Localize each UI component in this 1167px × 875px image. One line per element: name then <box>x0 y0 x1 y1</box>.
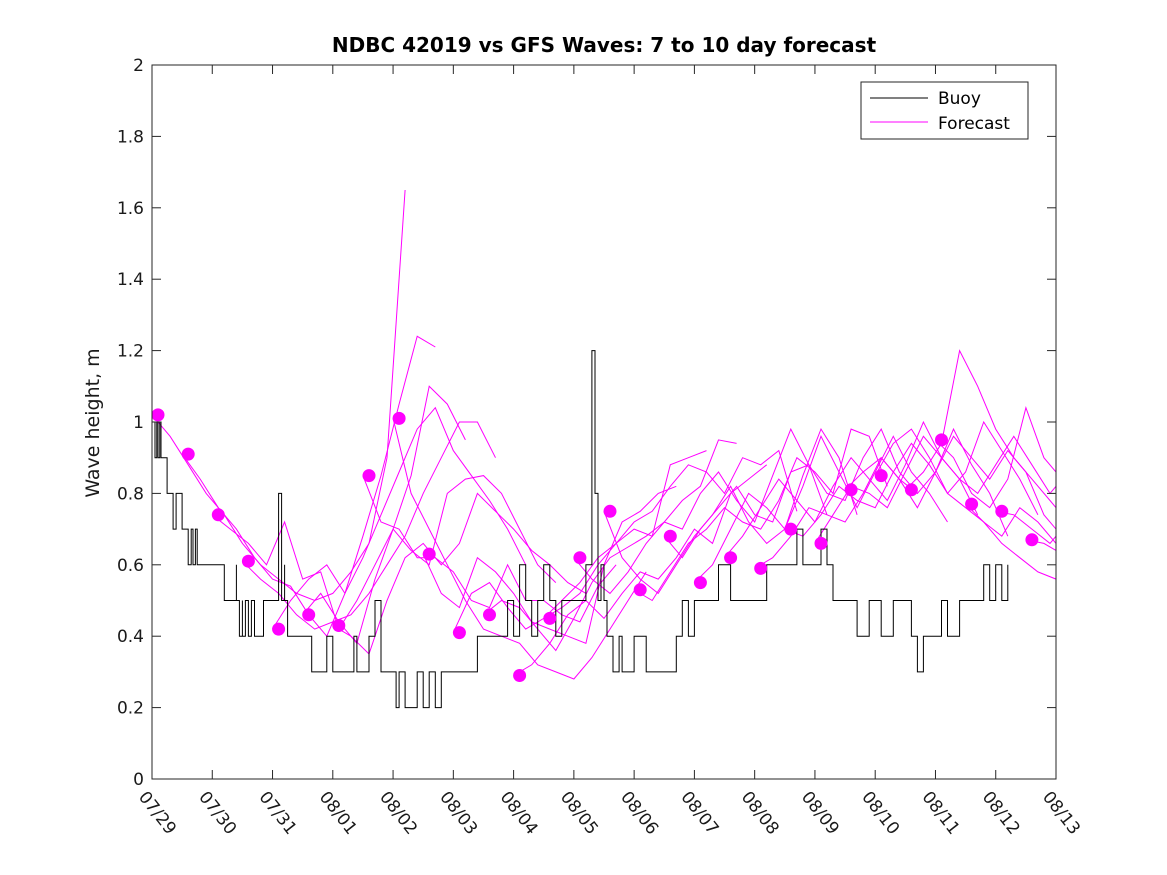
forecast-marker-point <box>513 669 527 682</box>
forecast-series-line <box>573 427 828 595</box>
forecast-marker-point <box>302 608 316 622</box>
forecast-marker-point <box>332 619 346 632</box>
legend: Buoy Forecast <box>860 81 1029 140</box>
forecast-series-line <box>272 406 527 630</box>
forecast-marker-point <box>452 626 466 640</box>
forecast-series-line <box>422 485 677 644</box>
forecast-marker-point <box>874 469 888 483</box>
forecast-marker-point <box>904 483 918 497</box>
forecast-marker-point <box>724 551 738 565</box>
buoy-series-line <box>152 350 1009 709</box>
y-tick-label: 0.8 <box>117 484 144 504</box>
forecast-marker-point <box>935 433 948 447</box>
y-axis: 0 0.2 0.4 0.6 0.8 1 1.2 1.4 1.6 1.8 2 <box>117 56 1056 790</box>
y-tick-label: 0.2 <box>117 699 144 719</box>
forecast-marker-point <box>181 447 195 461</box>
forecast-marker-point <box>573 551 587 565</box>
forecast-marker-point <box>483 608 496 622</box>
forecast-marker-point <box>965 497 979 511</box>
forecast-marker-point <box>693 576 707 590</box>
forecast-marker-point <box>272 622 286 636</box>
forecast-marker-point <box>603 504 617 518</box>
forecast-marker-point <box>995 504 1009 518</box>
legend-buoy-label: Buoy <box>938 89 981 109</box>
y-tick-label: 0.6 <box>117 556 144 576</box>
forecast-series-line <box>784 420 1039 537</box>
forecast-marker-point <box>392 411 406 425</box>
forecast-series-line <box>663 428 918 559</box>
forecast-marker-point <box>784 522 798 536</box>
y-tick-label: 1.2 <box>117 342 144 362</box>
y-tick-label: 0.4 <box>117 627 144 647</box>
forecast-series-line <box>362 475 617 623</box>
forecast-marker-point <box>211 508 225 522</box>
forecast-series-line <box>392 418 647 680</box>
forecast-marker-point <box>422 547 436 561</box>
plot-area <box>152 189 1056 709</box>
forecast-marker-point <box>754 561 768 575</box>
y-tick-label: 1.4 <box>117 270 144 290</box>
forecast-series-line <box>483 439 737 652</box>
forecast-marker-point <box>663 529 677 543</box>
forecast-series-line <box>904 349 1056 509</box>
forecast-marker-point <box>1025 533 1039 547</box>
forecast-series-line <box>694 435 948 583</box>
forecast-series-line <box>935 405 1056 509</box>
forecast-marker-point <box>633 583 647 597</box>
y-tick-label: 1.8 <box>117 127 144 147</box>
forecast-marker-point <box>814 536 828 550</box>
y-tick-label: 1.6 <box>117 199 144 219</box>
forecast-series-line <box>965 503 1056 544</box>
forecast-marker-point <box>362 469 376 483</box>
legend-forecast-label: Forecast <box>938 114 1010 134</box>
y-tick-label: 1 <box>133 413 144 433</box>
forecast-marker-point <box>844 483 858 497</box>
y-axis-label: Wave height, m <box>82 348 104 497</box>
forecast-series-line <box>724 420 979 559</box>
y-tick-label: 0 <box>133 770 144 790</box>
chart-title: NDBC 42019 vs GFS Waves: 7 to 10 day for… <box>332 33 877 57</box>
forecast-marker-point <box>543 611 557 625</box>
forecast-series-line <box>302 475 557 645</box>
y-tick-label: 2 <box>133 56 144 76</box>
forecast-marker-point <box>241 554 255 568</box>
forecast-series-line <box>633 428 888 602</box>
forecast-series-line <box>452 450 707 633</box>
forecast-series-line <box>874 428 1056 580</box>
forecast-series-line <box>603 427 858 595</box>
forecast-marker-point <box>152 408 165 422</box>
legend-box <box>860 81 1029 140</box>
